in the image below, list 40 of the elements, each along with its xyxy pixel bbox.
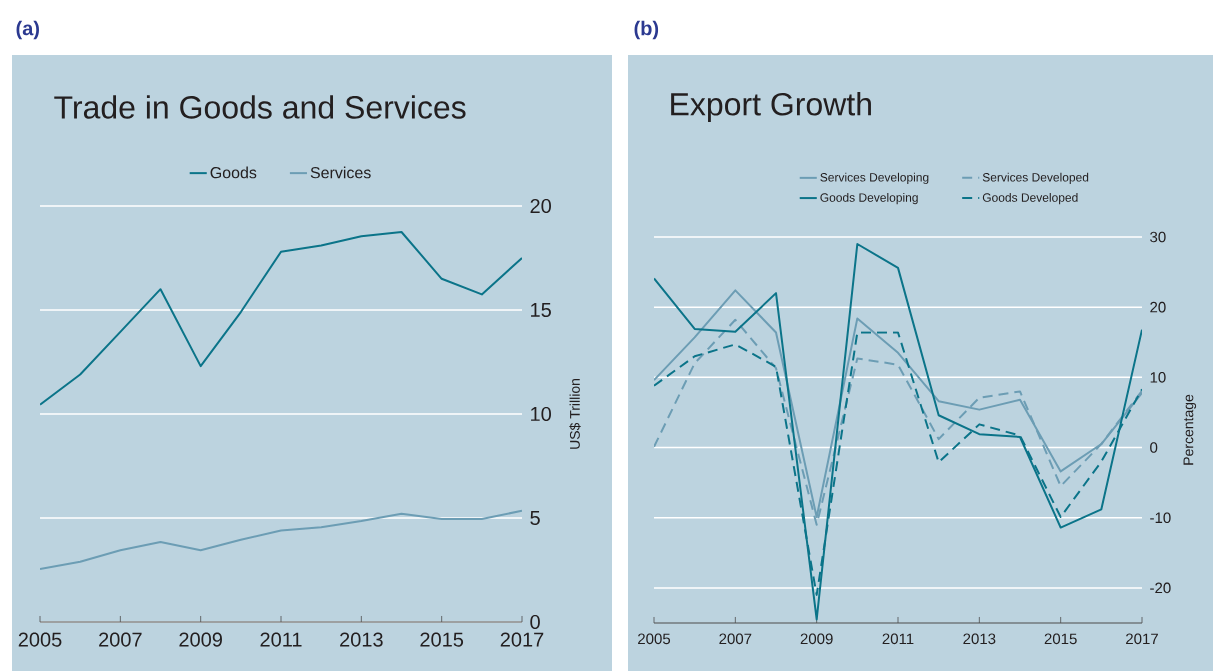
x-tick-label: 2015 (1044, 633, 1077, 645)
y-tick-label: -20 (1150, 582, 1171, 594)
x-tick-label: 2013 (963, 633, 996, 645)
x-tick-label: 2011 (260, 632, 302, 647)
legend-label: Services Developing (820, 172, 929, 184)
y-axis-title: US$ Trillion (569, 378, 581, 449)
legend-label: Services (310, 166, 371, 179)
y-tick-label: 10 (1150, 372, 1166, 383)
y-tick-label: 15 (531, 303, 551, 317)
x-tick-label: 2007 (719, 633, 752, 645)
x-tick-label: 2009 (800, 633, 833, 645)
line-series (40, 509, 523, 570)
legend-label: Goods (210, 166, 257, 179)
legend-label: Goods Developed (982, 192, 1078, 205)
line-series (654, 243, 1143, 621)
chart-title: Trade in Goods and Services (54, 95, 466, 119)
x-tick-label: 2009 (179, 632, 222, 647)
y-tick-label: 30 (1150, 231, 1166, 243)
line-series (40, 230, 523, 406)
y-tick-label: 20 (1150, 301, 1166, 313)
x-tick-label: 2015 (420, 632, 464, 647)
text: (a) (16, 20, 39, 40)
x-tick-label: 2013 (340, 632, 383, 647)
chart-title: Export Growth (671, 92, 871, 122)
x-tick-label: 2007 (99, 632, 142, 647)
text: (b) (634, 20, 659, 40)
y-tick-label: 10 (531, 406, 551, 422)
x-tick-label: 2011 (882, 633, 914, 645)
y-tick-label: 5 (530, 511, 540, 525)
y-axis-title: Percentage (1183, 394, 1197, 465)
y-tick-label: 0 (1150, 442, 1158, 453)
y-tick-label: -10 (1150, 512, 1171, 524)
x-tick-label: 2017 (1126, 633, 1158, 645)
x-tick-label: 2005 (18, 632, 62, 647)
y-tick-label: 20 (530, 198, 551, 214)
y-tick-label: 0 (530, 614, 540, 630)
legend-label: Services Developed (982, 172, 1089, 184)
legend-label: Goods Developing (820, 192, 918, 205)
x-tick-label: 2017 (500, 632, 544, 647)
x-tick-label: 2005 (638, 633, 671, 645)
